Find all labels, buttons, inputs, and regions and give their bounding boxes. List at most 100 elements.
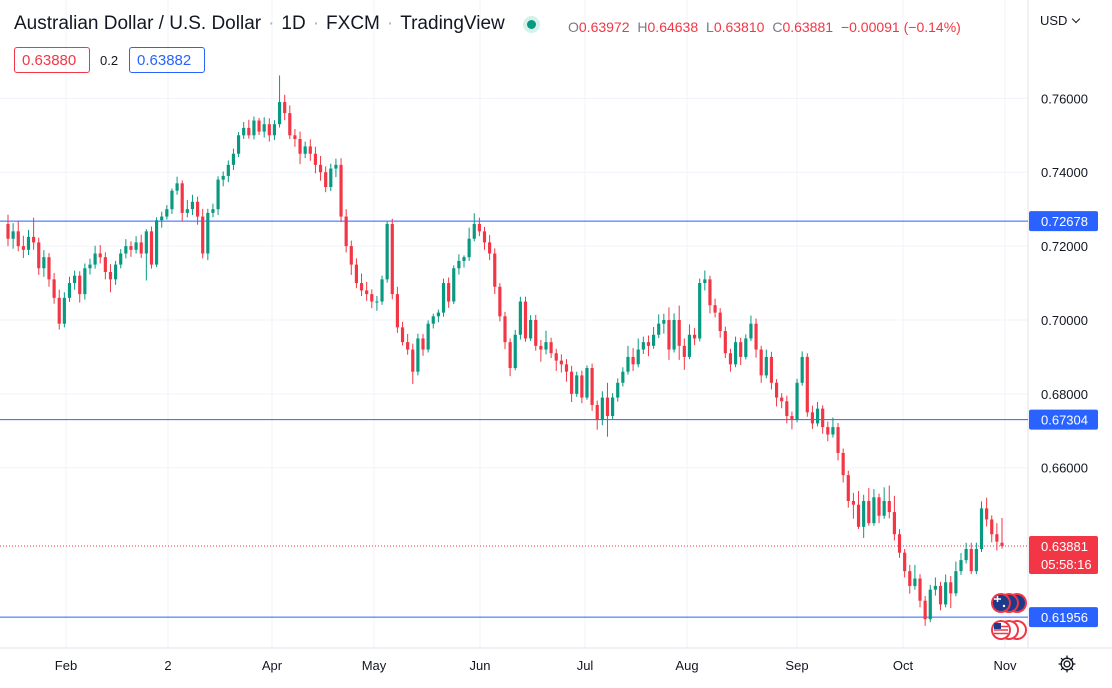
candle-body: [134, 242, 138, 250]
candle-body: [544, 342, 548, 350]
chart-grid: [0, 0, 1112, 649]
candle-body: [636, 349, 640, 365]
candle-body: [165, 209, 169, 217]
candle-body: [585, 368, 589, 398]
candle-body: [195, 201, 200, 217]
candle-body: [554, 353, 558, 361]
time-axis: Feb 2 Apr May Jun Jul Aug Sep Oct Nov: [55, 658, 1017, 673]
buy-button[interactable]: 0.63882: [129, 47, 205, 73]
candle-body: [32, 236, 36, 243]
time-tick-label: 2: [164, 658, 171, 673]
candle-body: [267, 124, 271, 136]
candle-body: [365, 290, 369, 295]
last-price-label: 0.63881: [1041, 539, 1088, 554]
candle-body: [452, 268, 456, 302]
candle-body: [303, 146, 307, 154]
candle-body: [329, 168, 333, 188]
candle-body: [964, 549, 968, 561]
price-tick-label: 0.70000: [1041, 313, 1088, 328]
candle-body: [856, 504, 861, 527]
candle-body: [201, 216, 205, 254]
candle-body: [815, 408, 820, 424]
candle-body: [646, 342, 651, 346]
candle-body: [959, 560, 963, 572]
candle-body: [411, 349, 415, 372]
currency-chevron-icon: [1072, 14, 1081, 23]
candle-body: [334, 164, 338, 169]
candle-body: [129, 246, 133, 250]
candle-body: [503, 316, 507, 343]
candle-body: [559, 360, 563, 365]
candle-body: [482, 231, 487, 243]
spread-value: 0.2: [100, 53, 119, 68]
settings-gear-icon[interactable]: [1057, 654, 1077, 674]
candle-body: [67, 283, 72, 298]
flag-face: [993, 595, 1009, 611]
candle-body: [841, 452, 845, 476]
candle-body: [78, 275, 82, 295]
candle-body: [897, 534, 902, 553]
candle-body: [359, 283, 364, 291]
candle-body: [682, 345, 686, 357]
live-status-icon: [526, 19, 536, 29]
candle-body: [498, 286, 502, 317]
candle-body: [651, 334, 656, 346]
ohlc-legend: O0.63972 H0.64638 L0.63810 C0.63881 −0.0…: [568, 19, 965, 35]
candle-body: [431, 316, 435, 324]
candle-body: [221, 175, 225, 180]
candle-body: [882, 500, 886, 516]
au-flag-icon: [991, 593, 1027, 613]
candle-body: [616, 382, 620, 398]
candle-body: [395, 294, 399, 328]
header-separator: ·: [386, 13, 394, 34]
candle-body: [590, 368, 594, 405]
symbol-header[interactable]: Australian Dollar / U.S. Dollar · 1D · F…: [14, 13, 536, 35]
candle-body: [421, 338, 425, 350]
interval-label[interactable]: 1D: [281, 13, 306, 34]
candle-body: [913, 578, 917, 586]
price-tick-label: 0.72000: [1041, 239, 1088, 254]
candle-body: [580, 375, 584, 398]
candle-body: [523, 301, 528, 339]
candle-body: [26, 236, 31, 250]
candle-body: [564, 364, 569, 372]
candle-body: [846, 475, 850, 501]
level-price-tag: [1029, 607, 1098, 628]
candle-body: [21, 246, 25, 250]
candle-body: [570, 371, 574, 394]
candle-body: [400, 327, 405, 343]
candle-body: [539, 345, 543, 350]
time-tick-label: Jun: [470, 658, 491, 673]
candle-body: [687, 334, 692, 357]
price-axis: 0.76000 0.74000 0.72000 0.70000 0.68000 0.660…: [1041, 91, 1088, 475]
candle-body: [954, 571, 958, 594]
close-value: C0.63881: [772, 19, 834, 35]
symbol-name[interactable]: Australian Dollar / U.S. Dollar: [14, 13, 262, 34]
candle-body: [211, 209, 215, 213]
price-tick-label: 0.76000: [1041, 91, 1088, 106]
candle-body: [631, 356, 635, 365]
currency-selector[interactable]: USD: [1040, 13, 1081, 28]
candle-body: [703, 279, 707, 284]
candle-body: [759, 349, 763, 376]
candle-body: [733, 342, 738, 365]
candle-body: [908, 571, 912, 586]
candle-body: [236, 135, 241, 154]
level-price-label: 0.61956: [1041, 610, 1088, 625]
candle-body: [103, 257, 107, 272]
level-price-label: 0.72678: [1041, 214, 1088, 229]
change-value: −0.00091 (−0.14%): [840, 19, 961, 35]
candle-body: [83, 268, 87, 295]
candle-body: [472, 223, 476, 239]
candle-body: [810, 412, 815, 424]
candle-body: [98, 253, 102, 258]
candle-body: [534, 319, 538, 346]
flag-star: [1002, 604, 1006, 608]
candle-body: [488, 242, 492, 254]
sell-button[interactable]: 0.63880: [14, 47, 90, 73]
candle-body: [447, 283, 451, 302]
candle-body: [713, 305, 717, 313]
time-tick-label: Oct: [893, 658, 914, 673]
